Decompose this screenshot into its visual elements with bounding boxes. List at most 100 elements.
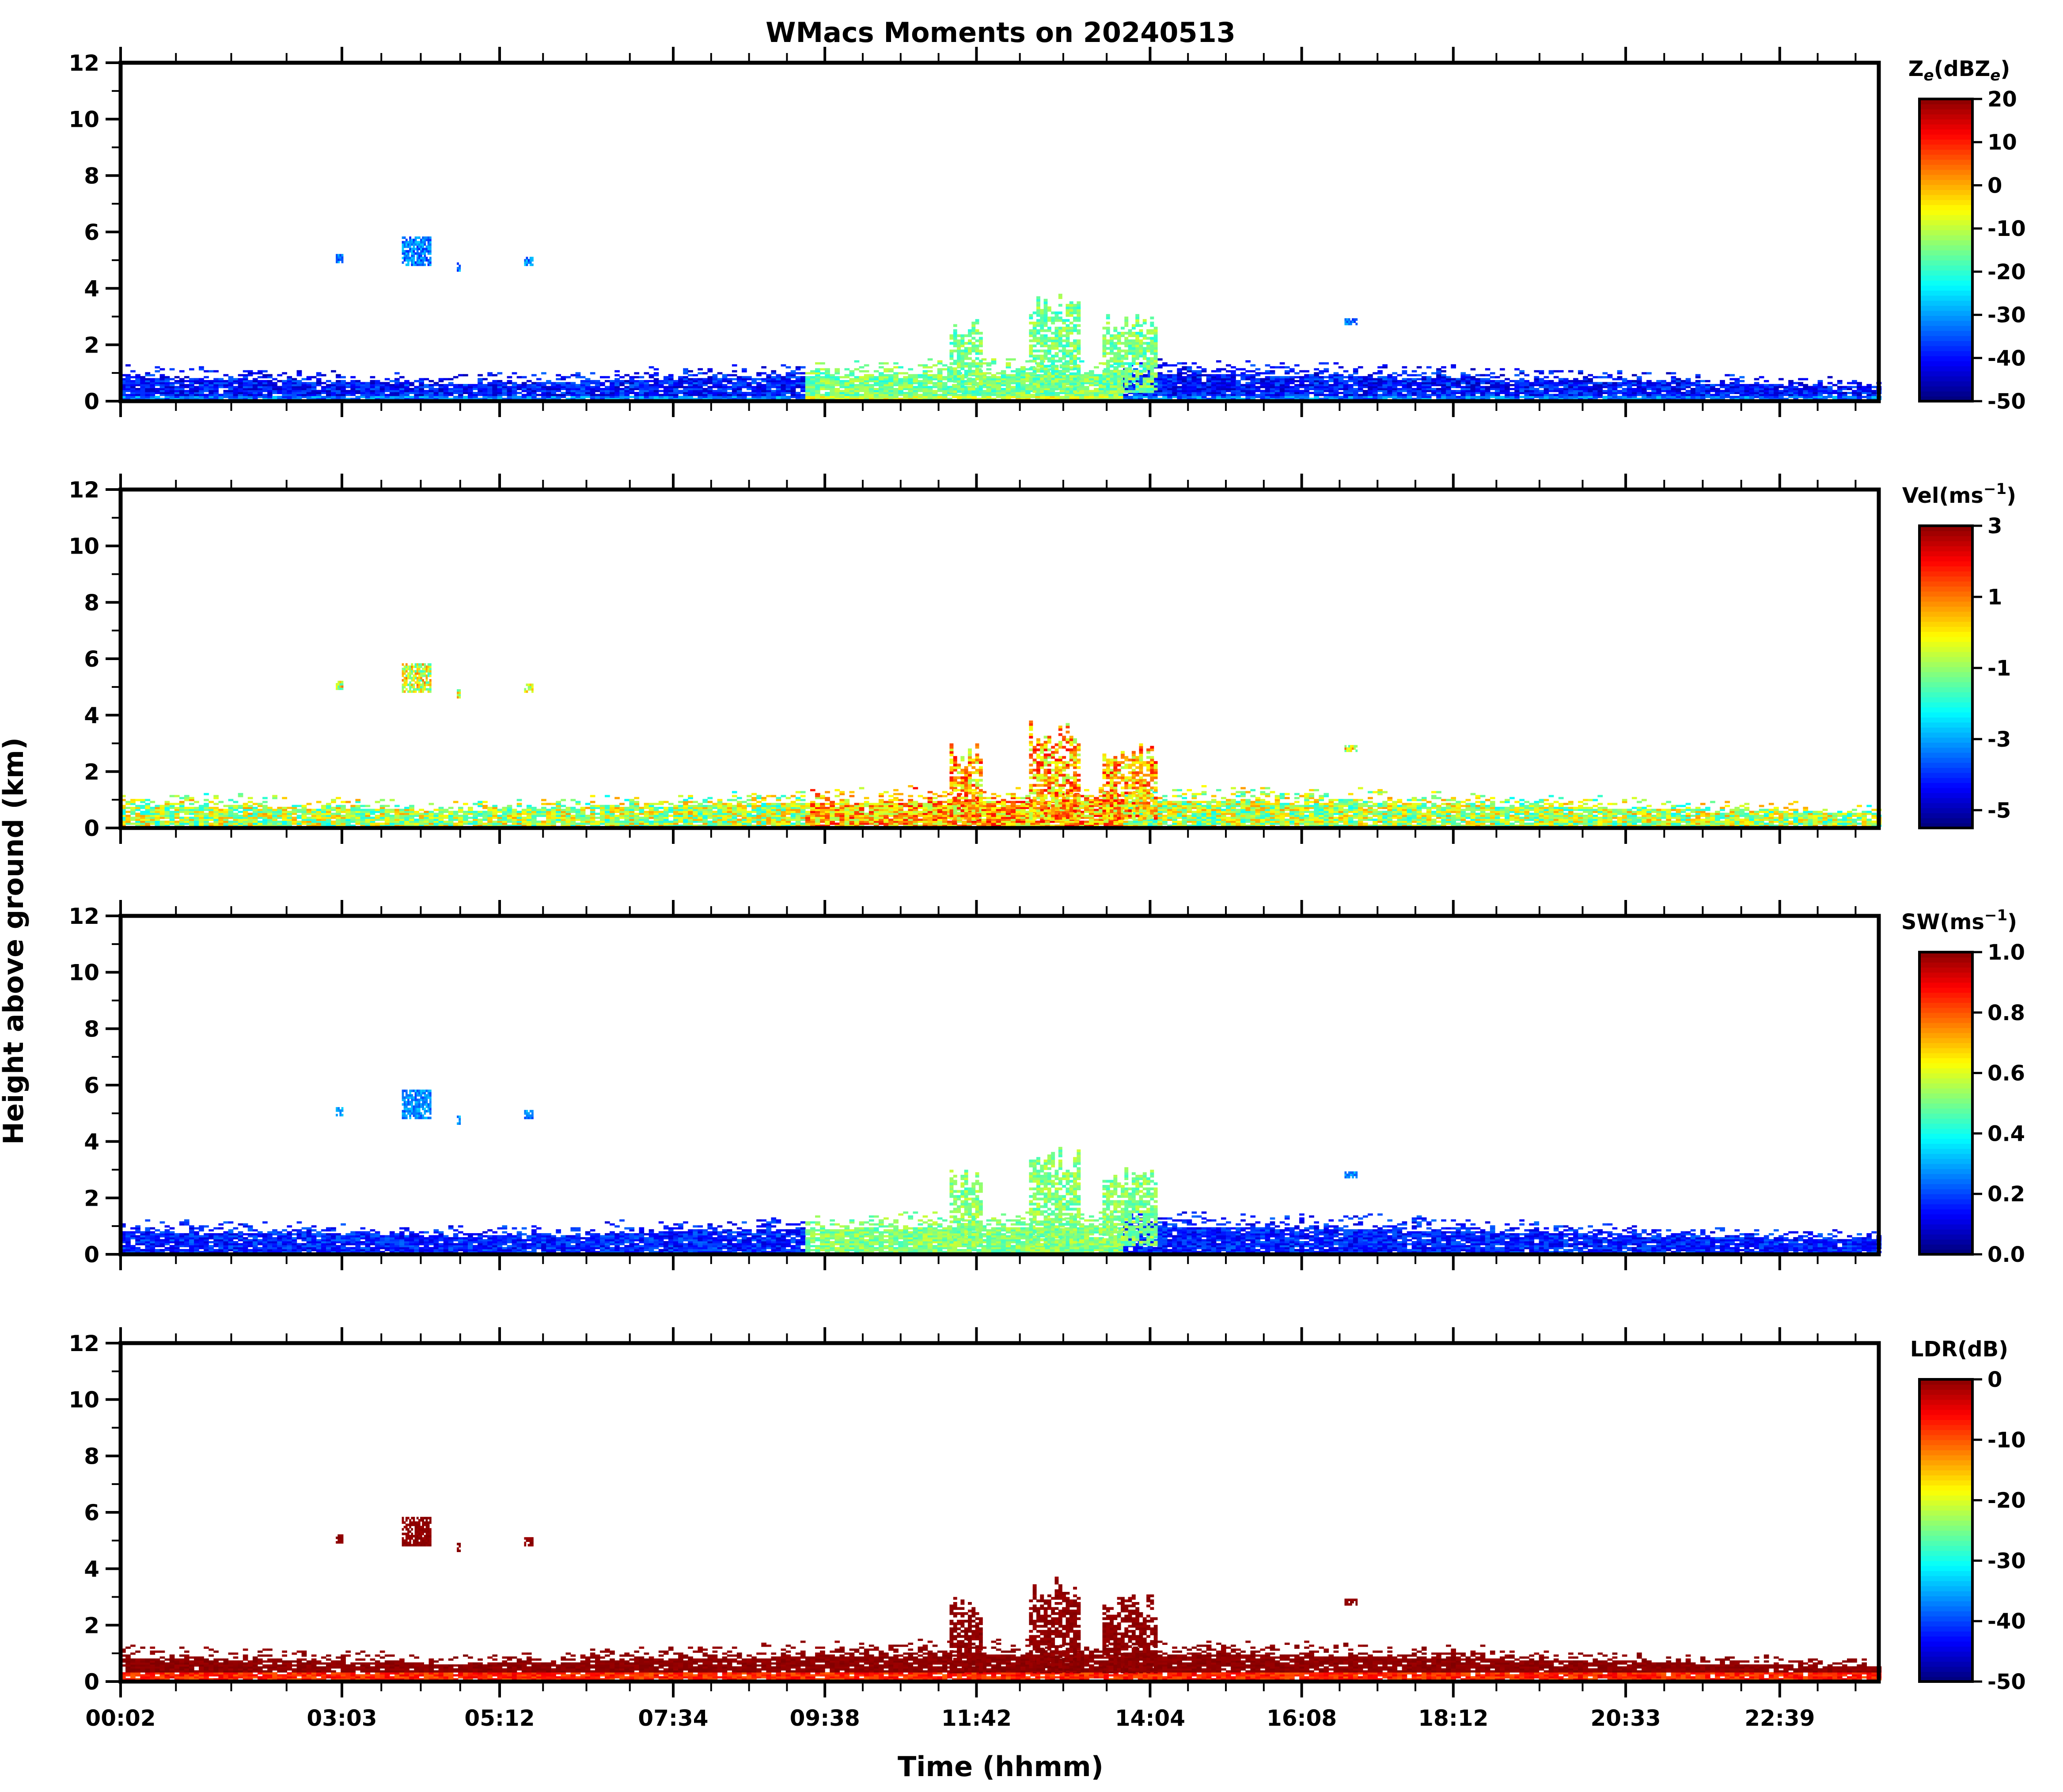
heatmap-cell (1754, 382, 1760, 384)
heatmap-cell (125, 388, 131, 391)
heatmap-cell (478, 388, 483, 391)
heatmap-cell (1106, 332, 1110, 335)
heatmap-cell (1397, 395, 1403, 398)
heatmap-cell (1768, 391, 1774, 394)
heatmap-cell (1102, 385, 1107, 388)
heatmap-cell (1255, 390, 1261, 392)
heatmap-cell (164, 388, 170, 391)
heatmap-cell (209, 398, 214, 400)
heatmap-cell (1066, 337, 1070, 340)
heatmap-cell (243, 376, 248, 379)
heatmap-cell (345, 394, 351, 396)
heatmap-cell (1343, 382, 1349, 384)
heatmap-cell (967, 398, 972, 400)
heatmap-cell (1847, 386, 1852, 388)
heatmap-cell (1069, 362, 1073, 365)
heatmap-cell (1734, 380, 1740, 383)
heatmap-cell (1040, 311, 1044, 315)
heatmap-cell (1010, 386, 1016, 388)
heatmap-cell (1548, 384, 1554, 387)
heatmap-cell (908, 378, 914, 380)
heatmap-cell (815, 388, 820, 391)
heatmap-cell (849, 378, 855, 380)
heatmap-cell (1387, 386, 1393, 388)
heatmap-cell (688, 394, 693, 396)
heatmap-cell (707, 376, 713, 379)
heatmap-cell (815, 374, 820, 376)
heatmap-cell (1490, 376, 1495, 379)
heatmap-cell (1079, 398, 1085, 400)
heatmap-cell (1005, 395, 1011, 398)
heatmap-cell (1607, 395, 1613, 398)
heatmap-cell (629, 386, 635, 388)
heatmap-cell (1470, 391, 1476, 394)
heatmap-cell (1016, 386, 1021, 388)
heatmap-cell (1191, 394, 1197, 396)
heatmap-cell (1206, 382, 1212, 384)
heatmap-cell (785, 388, 791, 391)
heatmap-cell (1666, 388, 1672, 391)
heatmap-cell (1671, 378, 1676, 380)
heatmap-cell (1426, 366, 1432, 368)
heatmap-cell (1240, 394, 1246, 396)
heatmap-cell (1064, 394, 1070, 396)
heatmap-cell (1025, 388, 1031, 391)
heatmap-cell (1397, 388, 1403, 391)
heatmap-cell (541, 382, 546, 384)
heatmap-cell (971, 374, 977, 376)
heatmap-cell (301, 391, 307, 394)
heatmap-cell (1768, 390, 1774, 392)
heatmap-cell (478, 380, 483, 383)
heatmap-cell (957, 398, 962, 400)
heatmap-cell (1588, 398, 1593, 400)
heatmap-cell (932, 364, 938, 367)
heatmap-cell (1627, 395, 1632, 398)
heatmap-cell (213, 384, 219, 387)
heatmap-cell (727, 398, 732, 400)
heatmap-cell (155, 366, 160, 368)
heatmap-cell (473, 398, 478, 400)
heatmap-cell (1245, 398, 1251, 400)
heatmap-cell (409, 391, 414, 394)
heatmap-cell (1133, 398, 1138, 400)
heatmap-cell (223, 391, 229, 394)
heatmap-cell (639, 380, 645, 383)
heatmap-cell (1001, 384, 1006, 387)
heatmap-cell (1040, 382, 1044, 386)
heatmap-cell (949, 357, 954, 360)
heatmap-cell (1294, 384, 1300, 387)
heatmap-cell (570, 391, 576, 394)
heatmap-cell (1124, 357, 1129, 360)
heatmap-cell (1524, 394, 1530, 396)
heatmap-cell (1368, 395, 1373, 398)
heatmap-cell (1025, 372, 1031, 375)
heatmap-cell (834, 380, 840, 383)
heatmap-cell (1392, 390, 1398, 392)
heatmap-cell (1597, 390, 1603, 392)
heatmap-cell (868, 386, 874, 388)
heatmap-cell (903, 394, 908, 396)
heatmap-cell (1514, 374, 1520, 376)
heatmap-cell (1416, 391, 1422, 394)
heatmap-cell (1121, 327, 1125, 330)
heatmap-cell (1612, 391, 1618, 394)
heatmap-cell (1646, 372, 1652, 375)
heatmap-cell (1240, 384, 1246, 387)
heatmap-cell (1187, 386, 1192, 388)
heatmap-cell (282, 384, 287, 387)
heatmap-cell (1077, 387, 1081, 391)
heatmap-cell (580, 394, 586, 396)
heatmap-cell (1475, 380, 1481, 383)
heatmap-cell (1548, 390, 1554, 392)
heatmap-cell (159, 398, 165, 400)
heatmap-cell (610, 391, 615, 394)
heatmap-cell (370, 380, 375, 383)
heatmap-cell (1231, 398, 1236, 400)
heatmap-cell (1016, 398, 1021, 400)
heatmap-cell (458, 391, 463, 394)
heatmap-cell (1509, 380, 1515, 383)
heatmap-cell (565, 391, 571, 394)
heatmap-cell (962, 395, 967, 398)
heatmap-cell (879, 380, 884, 383)
heatmap-cell (247, 384, 253, 387)
